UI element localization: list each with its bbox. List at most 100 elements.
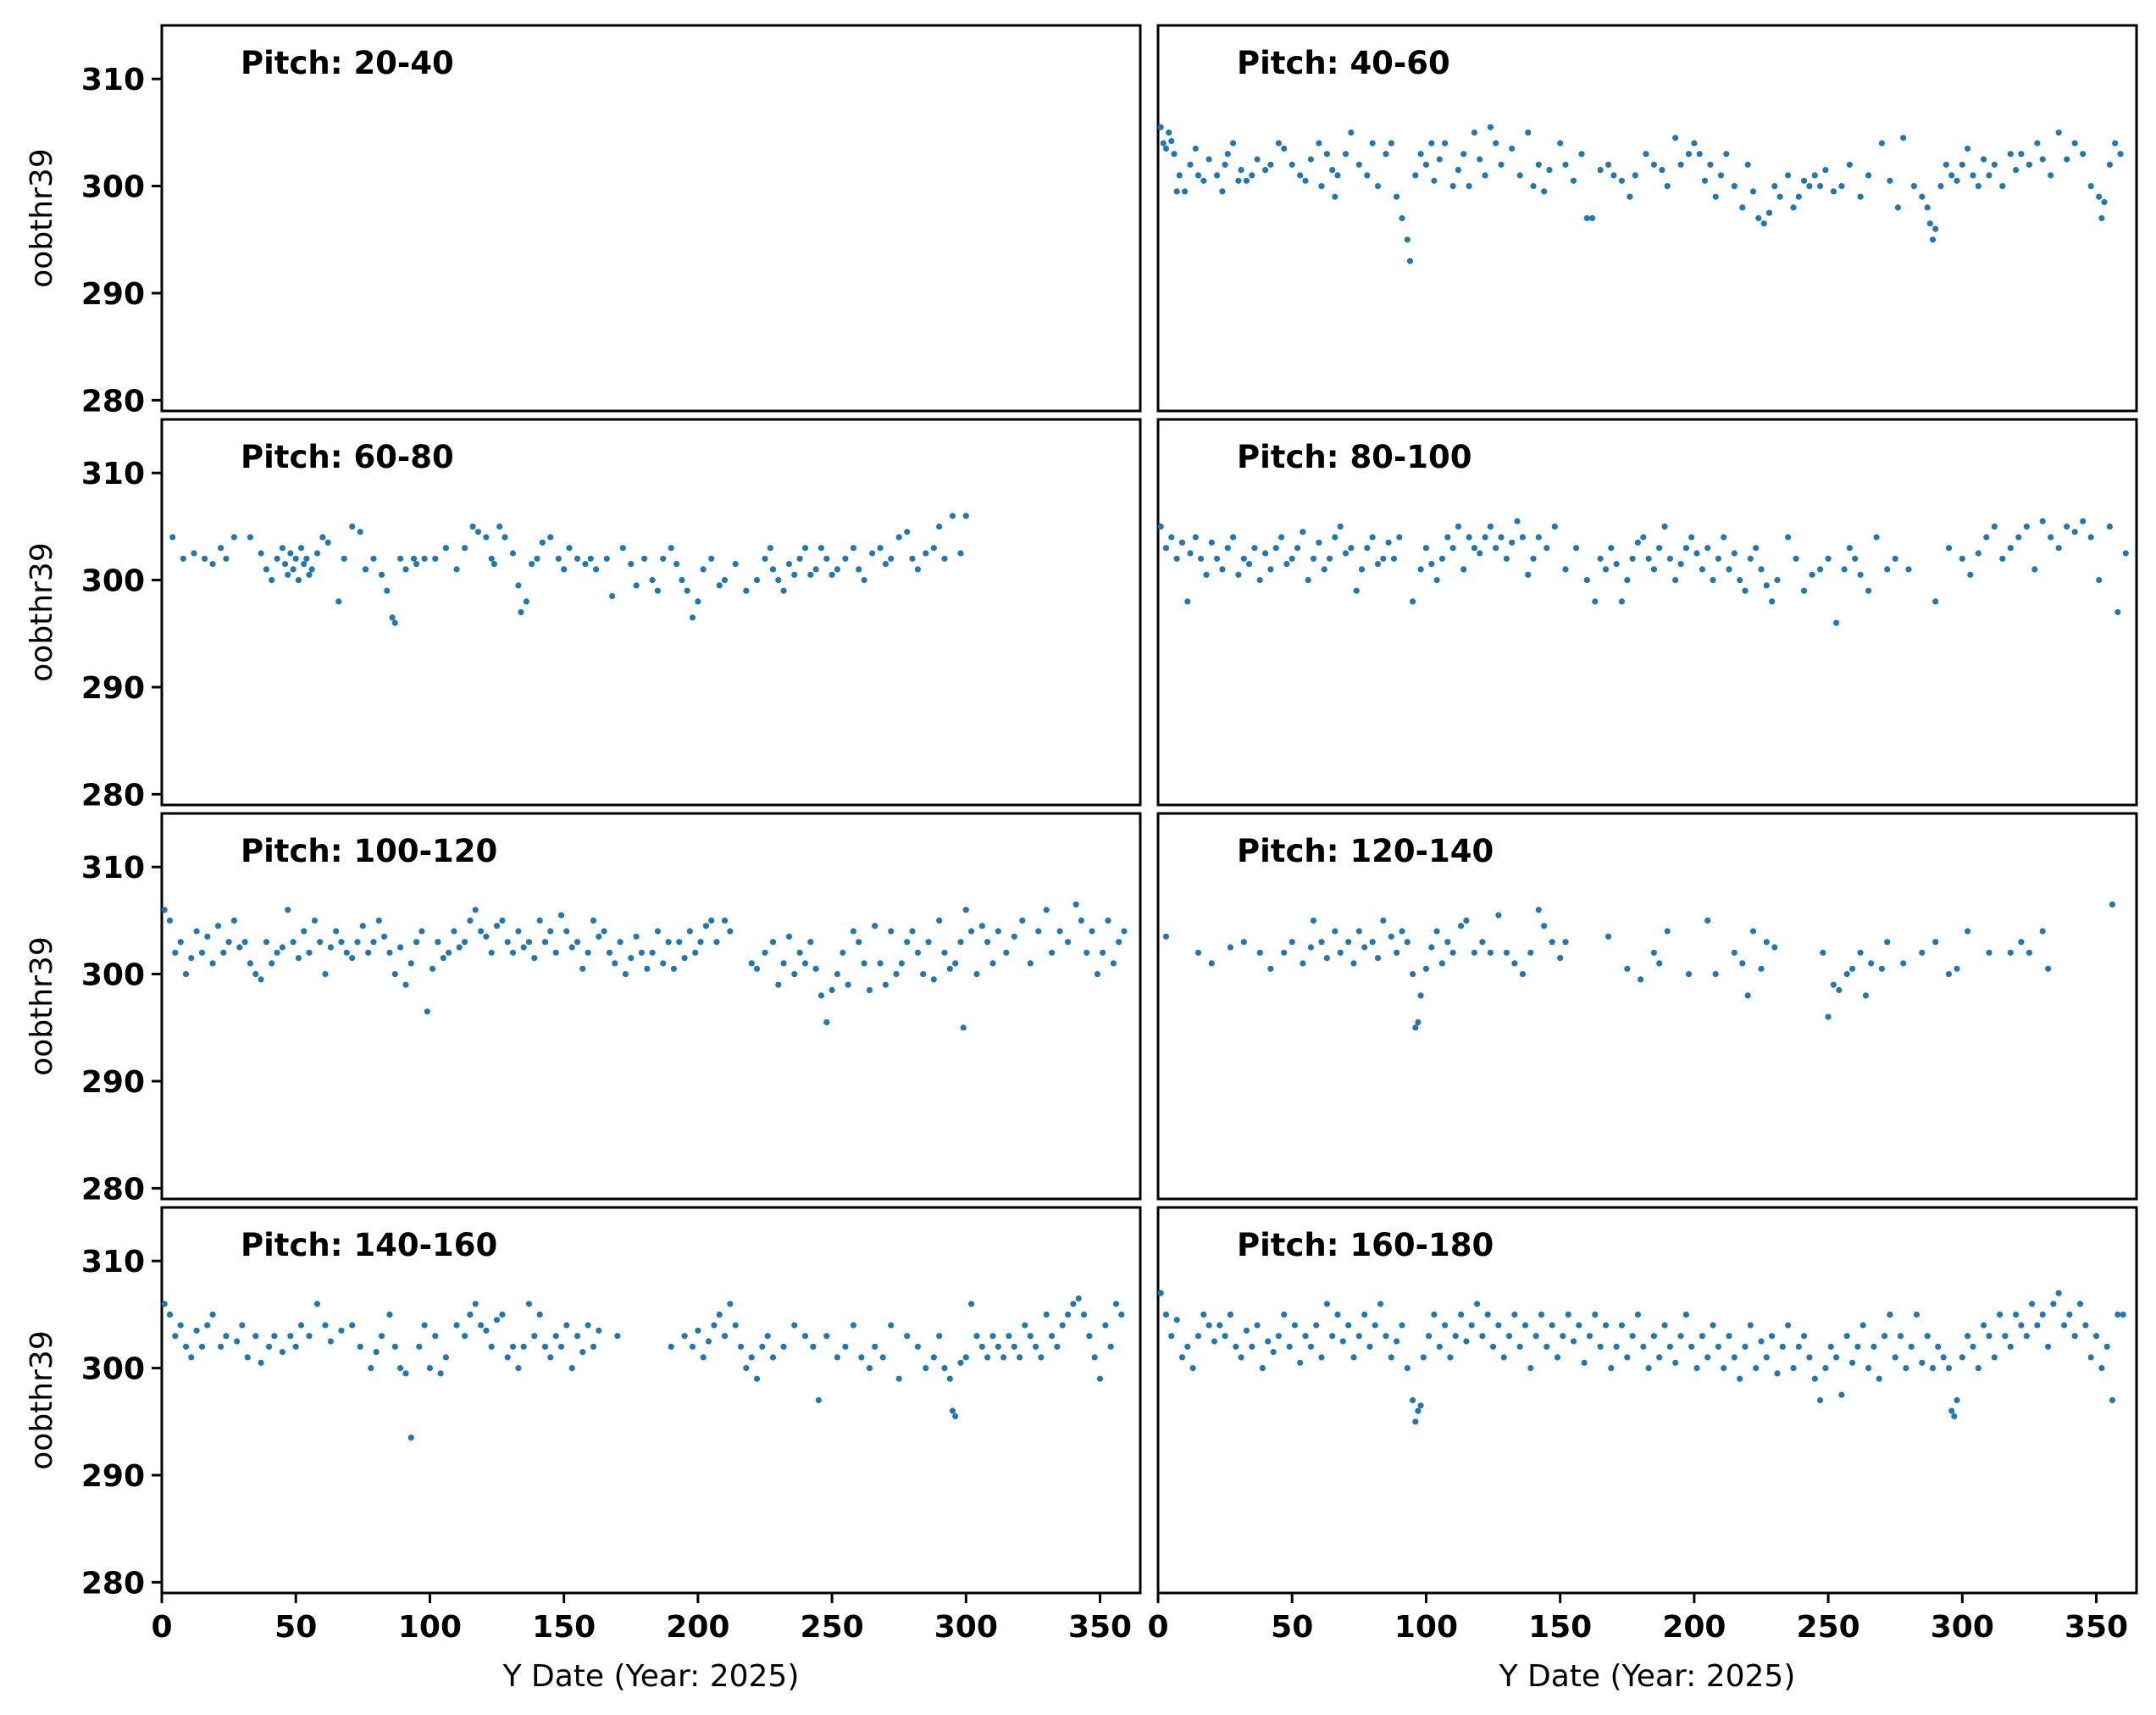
data-point [1326, 555, 1333, 562]
data-point [1230, 140, 1237, 147]
data-point [1884, 566, 1891, 573]
data-point [1198, 555, 1205, 562]
data-point [1583, 214, 1590, 222]
data-point [1267, 566, 1274, 573]
data-point [936, 523, 943, 530]
data-point [995, 1343, 1001, 1350]
data-point [1878, 965, 1885, 972]
data-point [402, 981, 409, 988]
x-tick-label: 350 [2065, 1610, 2128, 1645]
data-point [1602, 566, 1610, 573]
data-point [1817, 183, 1824, 190]
data-point [373, 1349, 380, 1356]
data-point [1597, 167, 1604, 174]
data-point [612, 960, 618, 967]
data-point [172, 949, 179, 956]
data-point [1672, 135, 1679, 142]
x-axis-label: Y Date (Year: 2025) [502, 1659, 800, 1694]
data-point [1581, 1359, 1588, 1366]
data-point [453, 1322, 460, 1329]
data-point [590, 917, 597, 924]
panel-title: Pitch: 140-160 [241, 1227, 497, 1263]
data-point [258, 976, 264, 983]
data-point [478, 1322, 485, 1329]
data-point [308, 566, 315, 573]
data-point [1404, 939, 1411, 946]
data-point [1532, 1333, 1539, 1340]
data-point [1929, 1365, 1937, 1372]
data-point [1753, 1365, 1760, 1372]
data-point [306, 949, 313, 956]
data-point [1583, 577, 1590, 584]
data-point [1056, 928, 1063, 935]
data-point [1350, 960, 1357, 967]
data-point [534, 555, 540, 562]
data-point [269, 577, 275, 584]
data-point [861, 960, 867, 967]
data-point [1348, 545, 1355, 552]
data-point [946, 965, 953, 972]
data-point [1353, 587, 1360, 594]
data-point [244, 1354, 251, 1361]
data-point [1489, 1343, 1497, 1350]
data-point [1426, 1333, 1433, 1340]
data-point [1511, 960, 1518, 967]
data-point [1171, 151, 1178, 158]
data-point [617, 939, 624, 946]
panel-frame [160, 418, 1142, 807]
data-point [930, 1354, 937, 1361]
data-point [1259, 1365, 1266, 1372]
data-point [984, 939, 991, 946]
data-point [2080, 151, 2087, 158]
data-point [311, 917, 318, 924]
data-point [1086, 1333, 1093, 1340]
data-point [716, 582, 723, 589]
data-point [1471, 949, 1477, 956]
data-point [531, 1333, 538, 1340]
data-point [426, 1365, 433, 1372]
data-point [1854, 1343, 1861, 1350]
data-point [769, 1354, 777, 1361]
data-point [920, 971, 927, 978]
data-point [708, 555, 715, 562]
data-point [1410, 1396, 1416, 1404]
data-point [909, 555, 916, 562]
data-point [769, 939, 777, 946]
data-point [1355, 1333, 1362, 1340]
data-point [1364, 172, 1371, 179]
data-point [1562, 566, 1569, 573]
data-point [1442, 1322, 1449, 1329]
data-point [2013, 167, 2020, 174]
panel-title: Pitch: 100-120 [241, 833, 497, 869]
data-point [1251, 545, 1258, 552]
data-point [1726, 566, 1732, 573]
data-point [384, 587, 391, 594]
data-point [1176, 172, 1183, 179]
data-point [895, 1375, 902, 1382]
data-point [1412, 1024, 1419, 1031]
data-point [324, 539, 331, 546]
data-point [1937, 183, 1944, 190]
data-point [842, 555, 849, 562]
data-point [1078, 917, 1084, 924]
panel-title: Pitch: 80-100 [1237, 439, 1472, 475]
data-point [1838, 183, 1845, 190]
data-point [488, 555, 495, 562]
data-point [1116, 939, 1122, 946]
data-point [1682, 545, 1689, 552]
data-point [1527, 949, 1534, 956]
data-point [1943, 161, 1949, 168]
data-point [547, 534, 554, 541]
data-point [818, 992, 825, 999]
data-point [1422, 965, 1429, 972]
data-point [1240, 555, 1247, 562]
data-point [1399, 928, 1405, 935]
data-point [1084, 949, 1090, 956]
data-point [700, 1354, 707, 1361]
data-point [1959, 1354, 1965, 1361]
data-point [1006, 1333, 1012, 1340]
data-point [1498, 534, 1505, 541]
data-point [1597, 1343, 1604, 1350]
data-point [1672, 577, 1679, 584]
